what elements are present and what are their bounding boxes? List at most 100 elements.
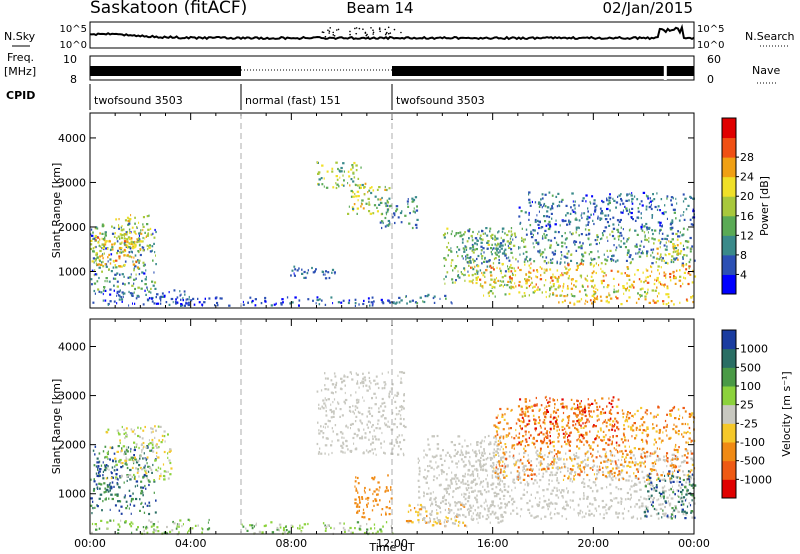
power-cell [407, 198, 409, 201]
velocity-cell [644, 452, 646, 455]
power-cell [348, 301, 350, 305]
power-cell [120, 229, 124, 232]
velocity-cell [120, 505, 123, 508]
power-cell [138, 273, 141, 276]
velocity-cell [571, 468, 574, 471]
power-cell [587, 221, 590, 224]
power-cell [493, 286, 496, 289]
velocity-cell [322, 432, 325, 435]
power-cell [629, 254, 632, 257]
velocity-cell [153, 479, 155, 482]
power-cell [128, 251, 131, 254]
velocity-cell [123, 432, 125, 435]
power-cell [676, 244, 679, 247]
power-cell [657, 205, 660, 208]
velocity-cell [602, 448, 604, 451]
power-cell [130, 273, 132, 276]
power-cell [518, 247, 520, 250]
velocity-cell [357, 482, 360, 485]
velocity-cell [345, 440, 348, 443]
noise-sky-series [89, 23, 695, 41]
power-cell [536, 288, 539, 291]
velocity-cell [208, 527, 211, 530]
power-cell [618, 220, 621, 223]
velocity-cell [625, 456, 627, 459]
velocity-cell [426, 514, 428, 518]
power-cell [636, 198, 639, 201]
power-cell [529, 259, 531, 262]
power-cell [671, 219, 674, 222]
velocity-cell [145, 472, 148, 475]
velocity-cell [332, 401, 334, 404]
power-cell [508, 242, 510, 245]
power-cell [553, 275, 556, 279]
velocity-cell [146, 457, 148, 460]
noise-search-point [370, 26, 372, 29]
noise-search-point [324, 35, 327, 38]
velocity-cell [661, 503, 664, 506]
power-cell [539, 254, 542, 257]
power-cell [414, 223, 418, 226]
velocity-cell [350, 450, 352, 453]
velocity-cell [153, 528, 155, 531]
velocity-cell [292, 525, 294, 528]
power-cell [691, 245, 694, 248]
velocity-cell [271, 531, 275, 534]
velocity-cell [558, 434, 560, 437]
power-cell [544, 220, 547, 223]
power-cell [384, 216, 387, 220]
velocity-cell [457, 515, 459, 518]
velocity-cell [589, 467, 592, 470]
power-cell [386, 188, 388, 192]
power-cell [118, 265, 121, 268]
power-cell [105, 240, 108, 243]
power-cell [412, 198, 416, 202]
velocity-cell [445, 454, 447, 457]
velocity-cell [673, 405, 676, 409]
power-cell [666, 238, 668, 241]
power-cell [111, 246, 114, 249]
velocity-cell [470, 517, 472, 520]
velocity-cell [107, 476, 109, 480]
velocity-cell [611, 424, 614, 427]
velocity-cell [523, 488, 525, 491]
power-cell [537, 219, 539, 222]
velocity-cell [430, 503, 434, 506]
velocity-cell [417, 457, 419, 460]
velocity-cell [454, 449, 457, 452]
power-cell [661, 237, 664, 241]
noise-search-point [372, 33, 374, 35]
velocity-cell [487, 509, 490, 512]
velocity-cell [511, 436, 513, 439]
velocity-cell [513, 437, 516, 440]
velocity-cell [345, 425, 348, 428]
velocity-cell [556, 418, 558, 421]
power-cell [652, 193, 654, 196]
velocity-cell [524, 438, 528, 441]
power-cell [154, 228, 156, 232]
velocity-cell [610, 454, 612, 457]
power-cell [651, 215, 653, 218]
power-cell [628, 208, 630, 211]
power-cell [532, 233, 534, 237]
velocity-cell [285, 525, 287, 528]
velocity-cell [534, 496, 536, 500]
power-cell [537, 232, 539, 235]
velocity-cell [617, 512, 619, 515]
power-cell [645, 205, 648, 208]
power-cell [650, 265, 653, 269]
velocity-cell [578, 512, 581, 515]
velocity-cell [429, 464, 431, 467]
velocity-cell [569, 499, 571, 502]
power-cell [645, 268, 647, 271]
velocity-cell [99, 493, 103, 496]
velocity-cell [102, 500, 104, 503]
power-cell [111, 225, 113, 228]
velocity-cell [477, 459, 479, 462]
power-cell [637, 216, 640, 220]
velocity-cell [663, 455, 665, 458]
power-cell [565, 237, 568, 240]
velocity-cell [538, 501, 541, 504]
velocity-cell [664, 485, 666, 488]
power-cell [100, 263, 103, 266]
